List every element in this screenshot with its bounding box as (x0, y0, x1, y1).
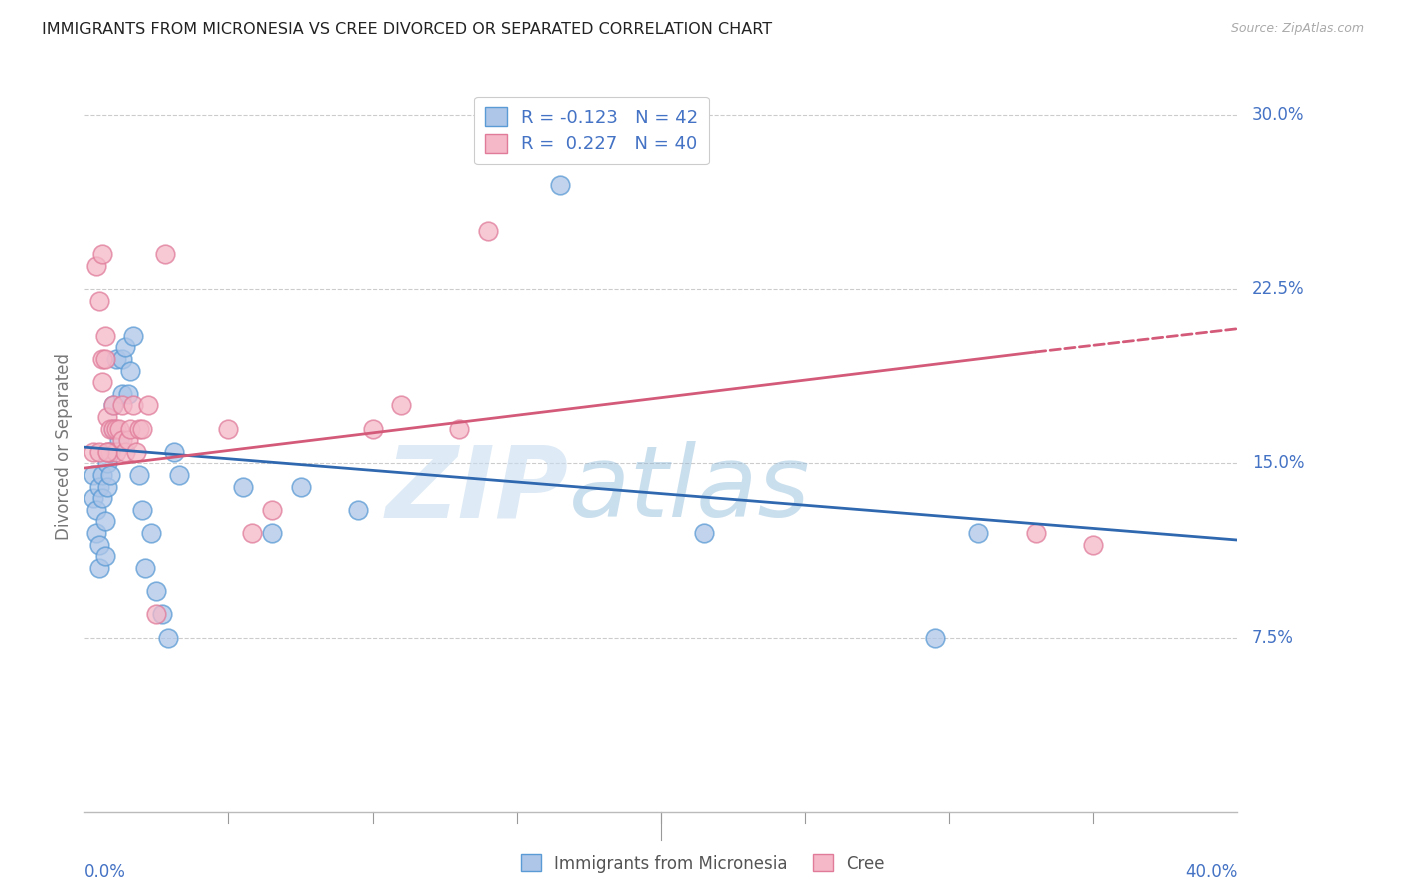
Point (128, 468, 150, 483)
Point (111, 398, 134, 412)
Text: 15.0%: 15.0% (1251, 454, 1305, 473)
Point (93, 549, 115, 564)
Y-axis label: Divorced or Separated: Divorced or Separated (55, 352, 73, 540)
Point (87, 293, 110, 308)
Point (103, 398, 124, 412)
Point (232, 480, 254, 494)
Point (290, 480, 312, 494)
Text: ZIP: ZIP (385, 442, 568, 539)
Point (105, 351, 128, 366)
Text: 0.0%: 0.0% (84, 863, 127, 880)
Point (82, 468, 104, 483)
Point (105, 445, 128, 459)
Point (96, 480, 118, 494)
Point (93, 328, 115, 343)
Point (477, 224, 499, 238)
Point (96, 457, 118, 471)
Point (96, 445, 118, 459)
Point (93, 351, 115, 366)
Point (693, 526, 716, 541)
Point (111, 433, 134, 447)
Text: atlas: atlas (568, 442, 810, 539)
Text: 30.0%: 30.0% (1251, 106, 1305, 124)
Point (108, 433, 131, 447)
Point (114, 340, 136, 354)
Point (449, 421, 471, 435)
Point (103, 421, 124, 435)
Point (96, 445, 118, 459)
Point (131, 503, 153, 517)
Text: 40.0%: 40.0% (1185, 863, 1237, 880)
Point (924, 631, 946, 645)
Point (93, 515, 115, 529)
Point (90, 468, 112, 483)
Text: Source: ZipAtlas.com: Source: ZipAtlas.com (1230, 22, 1364, 36)
Point (967, 526, 990, 541)
Point (87, 561, 110, 575)
Point (361, 421, 384, 435)
Point (90, 247, 112, 261)
Point (84, 526, 107, 541)
Point (260, 503, 283, 517)
Text: 22.5%: 22.5% (1251, 280, 1305, 298)
Point (128, 421, 150, 435)
Point (98, 445, 121, 459)
Point (87, 445, 110, 459)
Point (156, 631, 179, 645)
Point (105, 421, 128, 435)
Point (90, 375, 112, 389)
Point (131, 421, 153, 435)
Point (87, 538, 110, 552)
Point (82, 491, 104, 506)
Point (347, 503, 370, 517)
Legend: R = -0.123   N = 42, R =  0.227   N = 40: R = -0.123 N = 42, R = 0.227 N = 40 (474, 96, 709, 164)
Point (218, 421, 240, 435)
Point (163, 445, 186, 459)
Point (87, 480, 110, 494)
Point (145, 584, 167, 599)
Text: IMMIGRANTS FROM MICRONESIA VS CREE DIVORCED OR SEPARATED CORRELATION CHART: IMMIGRANTS FROM MICRONESIA VS CREE DIVOR… (42, 22, 772, 37)
Point (1025, 526, 1047, 541)
Point (136, 398, 159, 412)
Point (98, 421, 121, 435)
Point (145, 607, 167, 622)
Point (117, 433, 139, 447)
Legend: Immigrants from Micronesia, Cree: Immigrants from Micronesia, Cree (515, 847, 891, 880)
Point (1083, 538, 1105, 552)
Point (103, 421, 124, 435)
Point (82, 445, 104, 459)
Point (108, 421, 131, 435)
Point (153, 247, 176, 261)
Point (84, 259, 107, 273)
Text: 7.5%: 7.5% (1251, 629, 1294, 647)
Point (98, 468, 121, 483)
Point (122, 398, 145, 412)
Point (122, 328, 145, 343)
Point (120, 421, 142, 435)
Point (125, 445, 148, 459)
Point (114, 445, 136, 459)
Point (169, 468, 191, 483)
Point (90, 351, 112, 366)
Point (120, 363, 142, 377)
Point (98, 445, 121, 459)
Point (240, 526, 263, 541)
Point (111, 351, 134, 366)
Point (84, 503, 107, 517)
Point (111, 386, 134, 401)
Point (103, 398, 124, 412)
Point (90, 491, 112, 506)
Point (134, 561, 156, 575)
Point (260, 526, 283, 541)
Point (96, 409, 118, 424)
Point (150, 607, 173, 622)
Point (117, 386, 139, 401)
Point (548, 178, 571, 192)
Point (391, 398, 413, 412)
Point (139, 526, 162, 541)
